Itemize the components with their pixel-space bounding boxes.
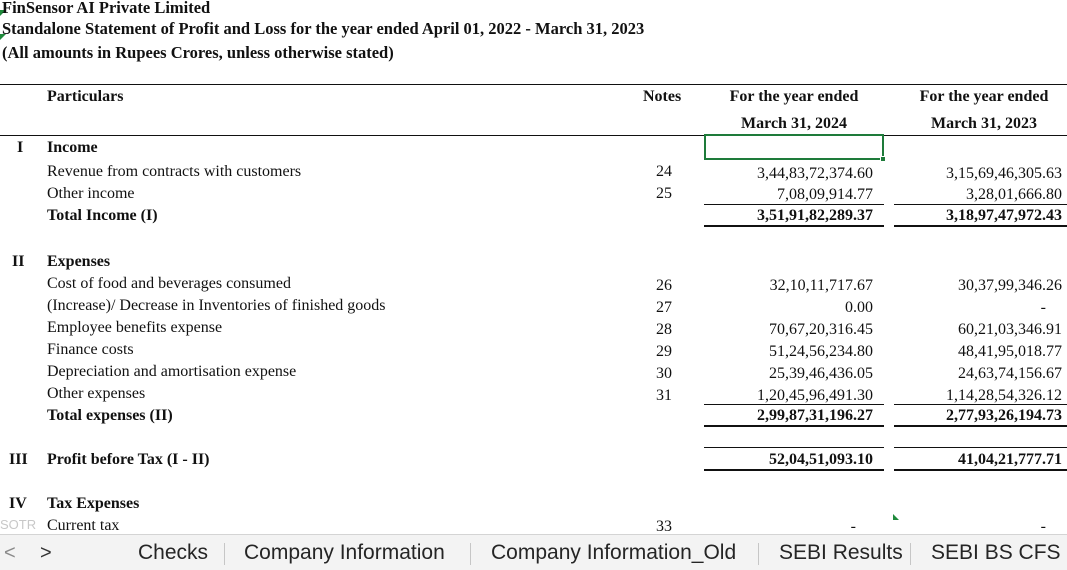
row-value-previous: 30,37,99,346.26	[958, 277, 1062, 294]
total-value-previous: 3,18,97,47,972.43	[946, 207, 1062, 224]
row-value-current: 0.00	[845, 299, 873, 316]
section-heading-expenses: Expenses	[47, 253, 111, 270]
subtotal-border	[704, 204, 884, 205]
row-value-current: 70,67,20,316.45	[769, 321, 873, 338]
pbt-bottom-border	[894, 469, 1067, 471]
pbt-top-border	[894, 447, 1067, 448]
row-note: 24	[656, 163, 672, 180]
row-value-current: 32,10,11,717.67	[769, 277, 873, 294]
col-header-particulars: Particulars	[47, 88, 124, 105]
tab-company-information[interactable]: Company Information	[244, 541, 445, 564]
pbt-value-current: 52,04,51,093.10	[769, 451, 873, 468]
row-value-current: 7,08,09,914.77	[777, 186, 873, 203]
sheet-tab-bar: < > Checks Company Information Company I…	[0, 534, 1067, 570]
row-note: 27	[656, 299, 672, 316]
tab-checks[interactable]: Checks	[138, 541, 209, 564]
spreadsheet-grid[interactable]: FinSensor AI Private Limited Standalone …	[0, 0, 1067, 534]
col-header-current-line2: March 31, 2024	[741, 115, 847, 132]
table-top-border	[0, 84, 1067, 85]
row-value-previous: 3,28,01,666.80	[966, 186, 1062, 203]
row-value-current: 1,20,45,96,491.30	[757, 387, 873, 404]
row-value-current: 51,24,56,234.80	[769, 343, 873, 360]
row-note: 28	[656, 321, 672, 338]
error-indicator-icon	[0, 34, 6, 40]
row-value-previous: -	[1040, 518, 1046, 534]
col-header-current-line1: For the year ended	[729, 88, 859, 105]
row-note: 30	[656, 365, 672, 382]
row-label-total-income: Total Income (I)	[47, 207, 158, 224]
total-border	[894, 225, 1067, 227]
pbt-bottom-border	[704, 469, 884, 471]
row-label-finance: Finance costs	[47, 341, 134, 358]
next-sheet-icon[interactable]: >	[40, 542, 52, 564]
row-note: 26	[656, 277, 672, 294]
selected-cell[interactable]	[704, 134, 886, 162]
company-name: FinSensor AI Private Limited	[2, 0, 211, 17]
row-value-current: 25,39,46,436.05	[769, 365, 873, 382]
statement-title: Standalone Statement of Profit and Loss …	[2, 19, 645, 38]
ghost-text: SOTR	[0, 517, 37, 532]
row-label-other-expenses: Other expenses	[47, 385, 146, 402]
fill-handle[interactable]	[880, 156, 886, 162]
row-note: 25	[656, 185, 672, 202]
row-value-previous: -	[1040, 299, 1046, 316]
subtotal-border	[704, 404, 884, 405]
total-border	[704, 225, 884, 227]
col-header-previous-line2: March 31, 2023	[931, 115, 1037, 132]
row-note: 33	[656, 518, 672, 534]
row-value-previous: 24,63,74,156.67	[958, 365, 1062, 382]
col-header-notes: Notes	[643, 88, 682, 105]
section-heading-income: Income	[47, 139, 98, 156]
row-value-previous: 1,14,28,54,326.12	[946, 387, 1062, 404]
amounts-note: (All amounts in Rupees Crores, unless ot…	[2, 43, 394, 62]
section-heading-tax: Tax Expenses	[47, 495, 140, 512]
row-label-employee: Employee benefits expense	[47, 319, 223, 336]
total-border	[704, 425, 884, 427]
section-numeral: III	[9, 451, 28, 468]
row-note: 31	[656, 387, 672, 404]
row-label-profit-before-tax: Profit before Tax (I - II)	[47, 451, 210, 468]
tab-separator	[224, 543, 225, 565]
row-value-previous: 3,15,69,46,305.63	[946, 165, 1062, 182]
tab-sebi-results[interactable]: SEBI Results	[779, 541, 903, 564]
row-label-depreciation: Depreciation and amortisation expense	[47, 363, 297, 380]
subtotal-border	[894, 204, 1067, 205]
row-value-current: -	[850, 518, 856, 534]
section-numeral: I	[17, 139, 24, 156]
row-value-previous: 48,41,95,018.77	[958, 343, 1062, 360]
row-label-current-tax: Current tax	[47, 517, 120, 534]
row-note: 29	[656, 343, 672, 360]
total-value-current: 2,99,87,31,196.27	[757, 407, 873, 424]
subtotal-border	[894, 404, 1067, 405]
tab-separator	[758, 543, 759, 565]
row-value-previous: 60,21,03,346.91	[958, 321, 1062, 338]
prev-sheet-icon[interactable]: <	[4, 542, 16, 564]
total-border	[894, 425, 1067, 427]
tab-company-information-old[interactable]: Company Information_Old	[491, 541, 737, 564]
row-value-current: 3,44,83,72,374.60	[757, 165, 873, 182]
pbt-value-previous: 41,04,21,777.71	[958, 451, 1062, 468]
pbt-top-border	[704, 447, 884, 448]
col-header-previous-line1: For the year ended	[919, 88, 1049, 105]
row-label-inventory: (Increase)/ Decrease in Inventories of f…	[47, 297, 386, 314]
section-numeral: II	[12, 253, 25, 270]
error-indicator-icon	[0, 10, 6, 16]
row-label-revenue: Revenue from contracts with customers	[47, 163, 302, 180]
tab-separator	[910, 543, 911, 565]
row-label-other-income: Other income	[47, 185, 135, 202]
header-bottom-border	[0, 135, 1067, 136]
row-label-total-expenses: Total expenses (II)	[47, 407, 173, 424]
section-numeral: IV	[9, 495, 27, 512]
total-value-previous: 2,77,93,26,194.73	[946, 407, 1062, 424]
tab-sebi-bs-cfs[interactable]: SEBI BS CFS	[931, 541, 1061, 564]
tab-separator	[470, 543, 471, 565]
total-value-current: 3,51,91,82,289.37	[757, 207, 873, 224]
row-label-food: Cost of food and beverages consumed	[47, 275, 291, 292]
